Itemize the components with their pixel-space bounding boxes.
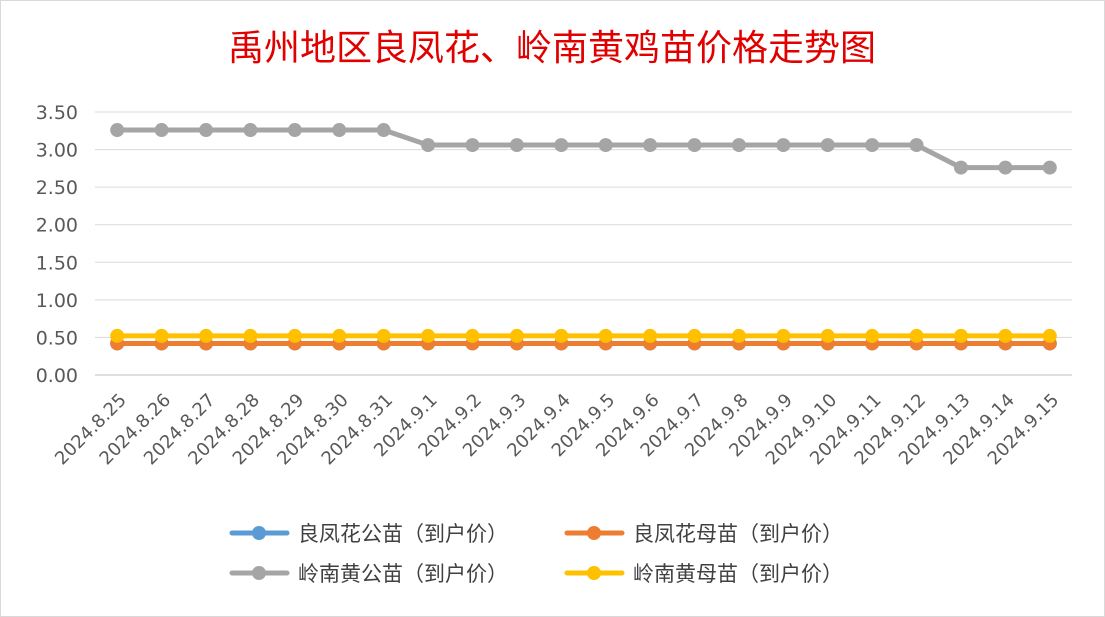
data-point [998,328,1013,343]
data-point [154,123,169,138]
y-tick-label: 2.00 [36,215,78,237]
data-point [953,328,968,343]
y-tick-label: 0.00 [36,365,78,387]
data-point [465,138,480,153]
y-tick-label: 3.00 [36,140,78,162]
legend-marker [587,526,601,540]
data-point [643,138,658,153]
data-point [1042,160,1057,175]
data-point [820,328,835,343]
chart-title: 禹州地区良凤花、岭南黄鸡苗价格走势图 [228,28,876,69]
legend-label: 良凤花公苗（到户价） [298,522,508,546]
series-4 [110,328,1057,343]
data-point [909,138,924,153]
data-point [909,328,924,343]
data-point [199,123,214,138]
legend: 良凤花公苗（到户价） 良凤花母苗（到户价） 岭南黄公苗（到户价） 岭南黄母苗（到户价） [229,522,843,586]
y-axis-ticks: 0.00 0.50 1.00 1.50 2.00 2.50 3.00 3.50 [36,102,78,387]
data-point [332,123,347,138]
data-point [199,328,214,343]
y-tick-label: 2.50 [36,177,78,199]
legend-item: 良凤花公苗（到户价） [229,522,508,546]
y-tick-label: 1.50 [36,252,78,274]
data-point [287,123,302,138]
data-point [731,138,746,153]
data-point [1042,328,1057,343]
data-point [998,160,1013,175]
data-point [243,328,258,343]
y-tick-label: 3.50 [36,102,78,124]
series-line [114,127,1053,171]
legend-marker [587,566,601,580]
y-tick-label: 0.50 [36,327,78,349]
data-point [243,123,258,138]
data-point [643,328,658,343]
data-point [376,123,391,138]
data-point [421,138,436,153]
data-point [554,328,569,343]
data-point [287,328,302,343]
data-point [820,138,835,153]
data-point [154,328,169,343]
legend-label: 良凤花母苗（到户价） [633,522,843,546]
data-point [598,328,613,343]
data-point [110,123,125,138]
data-point [776,138,791,153]
data-point [554,138,569,153]
data-point [865,328,880,343]
data-point [687,138,702,153]
legend-item: 岭南黄公苗（到户价） [229,562,508,586]
data-point [776,328,791,343]
data-point [509,138,524,153]
legend-item: 良凤花母苗（到户价） [564,522,843,546]
data-point [332,328,347,343]
legend-label: 岭南黄公苗（到户价） [298,562,508,586]
series-3 [110,123,1057,175]
data-point [865,138,880,153]
legend-marker [252,566,266,580]
y-tick-label: 1.00 [36,290,78,312]
data-point [509,328,524,343]
data-point [731,328,746,343]
series-group [110,123,1057,351]
data-point [465,328,480,343]
legend-label: 岭南黄母苗（到户价） [633,562,843,586]
data-point [598,138,613,153]
data-point [421,328,436,343]
legend-item: 岭南黄母苗（到户价） [564,562,843,586]
data-point [687,328,702,343]
data-point [376,328,391,343]
legend-marker [252,526,266,540]
data-point [953,160,968,175]
data-point [110,328,125,343]
